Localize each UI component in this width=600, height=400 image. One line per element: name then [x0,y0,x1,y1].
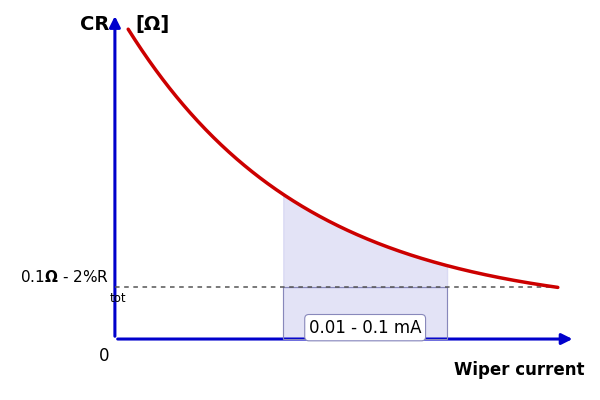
Text: tot: tot [110,292,126,305]
Text: CR: CR [80,15,109,34]
Text: 0.1$\mathbf{\Omega}$ - 2%R: 0.1$\mathbf{\Omega}$ - 2%R [20,270,109,286]
Text: [Ω]: [Ω] [136,15,170,34]
Bar [283,287,447,339]
Text: 0.01 - 0.1 mA: 0.01 - 0.1 mA [309,319,421,337]
Text: Wiper current: Wiper current [454,361,584,379]
Bar [283,287,447,339]
Text: 0: 0 [98,347,109,365]
